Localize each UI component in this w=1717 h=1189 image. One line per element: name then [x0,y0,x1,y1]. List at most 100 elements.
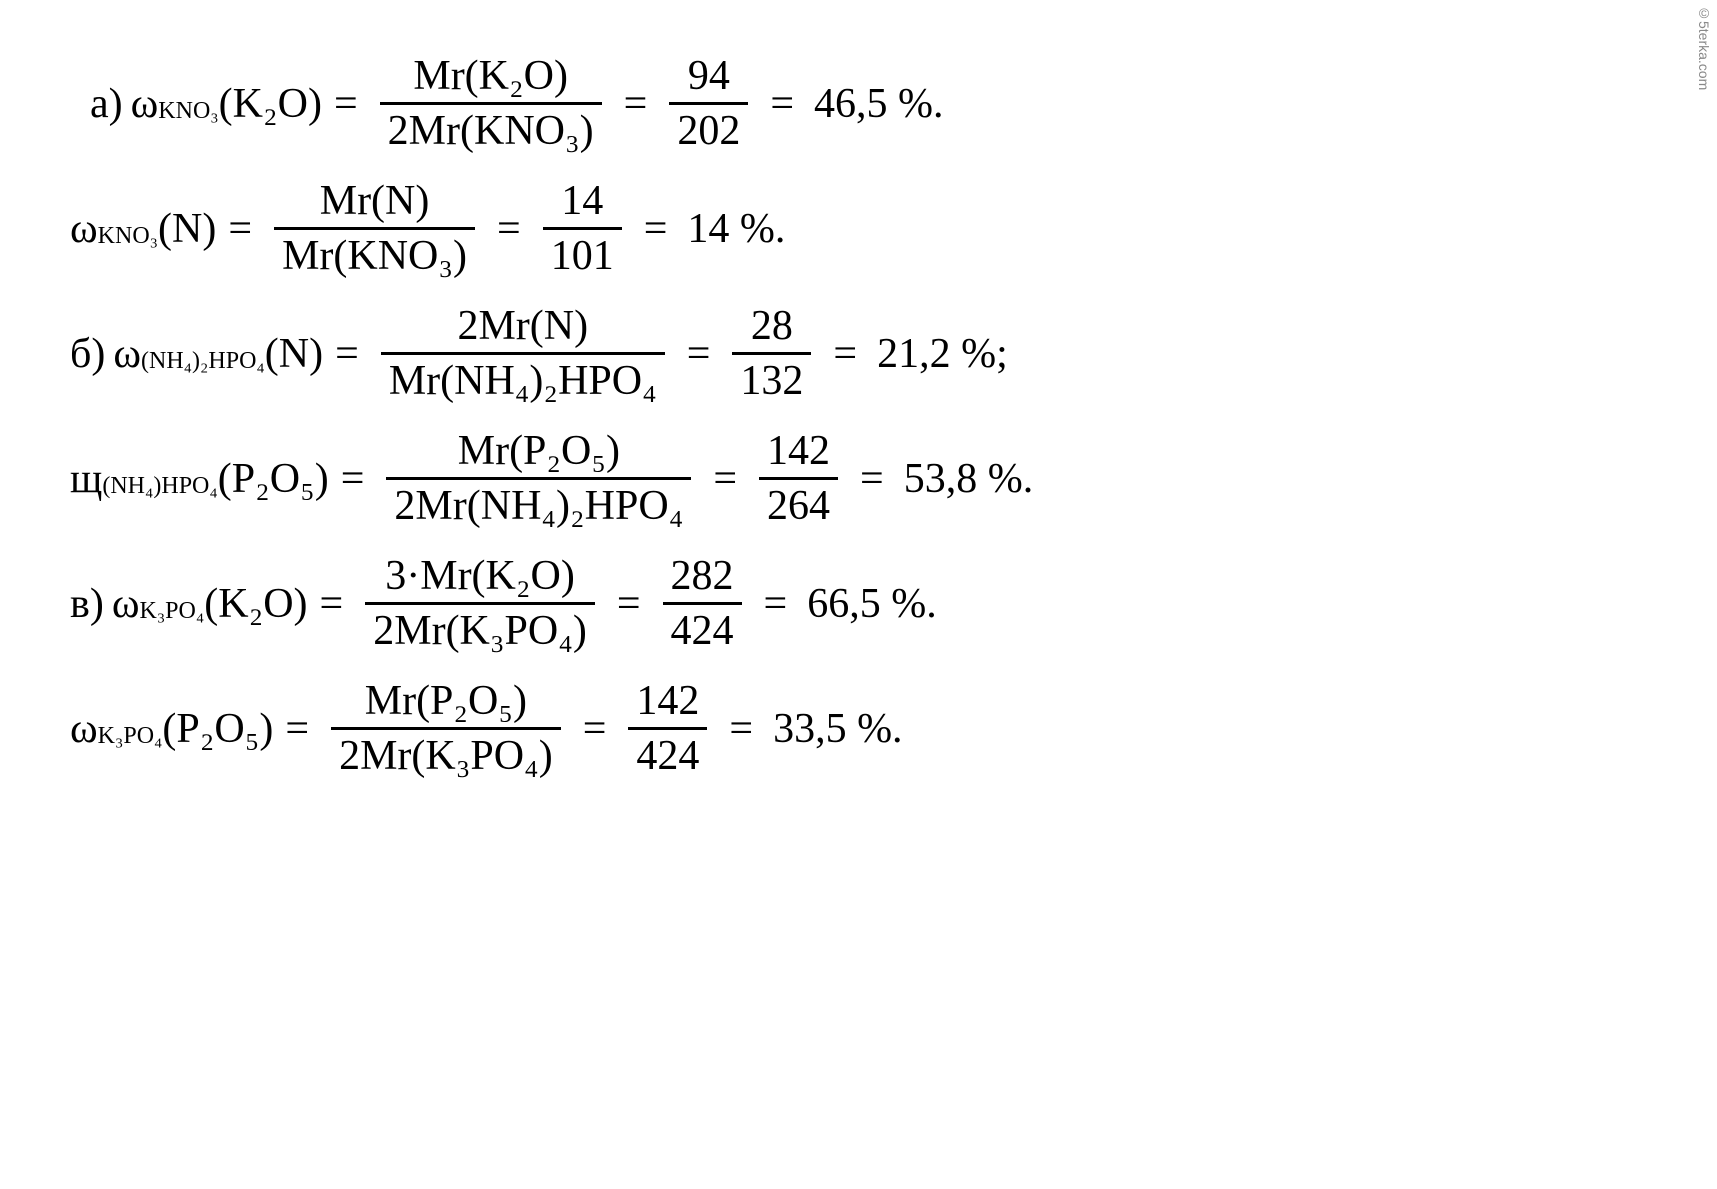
lhs-subscript: K₃PO₄ [98,723,163,750]
equals-sign: = [624,80,648,128]
numerator: 28 [743,302,801,352]
equals-sign: = [341,455,365,503]
fraction-symbolic: Mr(K₂O) 2Mr(KNO₃) [380,52,602,155]
lhs-arg-close: ) [315,455,329,503]
numerator: 142 [628,677,707,727]
lhs-arg: K₂O [233,80,308,128]
lhs-symbol: ω [112,580,140,628]
lhs-arg-open: ( [265,330,279,378]
denominator: 264 [759,477,838,530]
equation-line: ωK₃PO₄ (P₂O₅) = Mr(P₂O₅) 2Mr(K₃PO₄) = 14… [70,677,1657,780]
lhs-subscript: KNO₃ [98,223,158,250]
result-value: 14 %. [687,205,785,253]
denominator: 202 [669,102,748,155]
item-label: б) [70,330,105,378]
equals-sign: = [729,705,753,753]
equals-sign: = [228,205,252,253]
lhs-arg-close: ) [308,80,322,128]
denominator: 2Mr(NH₄)₂HPO₄ [386,477,691,530]
equals-sign: = [770,80,794,128]
denominator: 2Mr(K₃PO₄) [331,727,561,780]
denominator: 424 [663,602,742,655]
fraction-numeric: 14 101 [543,177,622,280]
lhs-symbol: ω [131,80,159,128]
result-value: 21,2 %; [877,330,1008,378]
lhs-arg: N [279,330,309,378]
lhs-arg-close: ) [309,330,323,378]
lhs-arg: K₂O [218,580,293,628]
lhs-arg-close: ) [294,580,308,628]
equation-line: б) ω(NH₄)₂HPO₄ (N) = 2Mr(N) Mr(NH₄)₂HPO₄… [70,302,1657,405]
lhs-arg-open: ( [158,205,172,253]
denominator: 132 [732,352,811,405]
equals-sign: = [644,205,668,253]
fraction-symbolic: Mr(N) Mr(KNO₃) [274,177,475,280]
equals-sign: = [497,205,521,253]
equation-line: щ(NH₄)HPO₄ (P₂O₅) = Mr(P₂O₅) 2Mr(NH₄)₂HP… [70,427,1657,530]
denominator: 101 [543,227,622,280]
lhs-arg-close: ) [202,205,216,253]
lhs-symbol: ω [70,705,98,753]
lhs-symbol: ω [113,330,141,378]
numerator: 142 [759,427,838,477]
equals-sign: = [335,330,359,378]
result-value: 66,5 %. [807,580,937,628]
lhs-symbol: щ [70,455,102,503]
equals-sign: = [320,580,344,628]
lhs-subscript: (NH₄)HPO₄ [102,473,217,500]
lhs-arg: P₂O₅ [176,705,259,753]
fraction-numeric: 142 424 [628,677,707,780]
equation-line: ωKNO₃ (N) = Mr(N) Mr(KNO₃) = 14 101 = 14… [70,177,1657,280]
lhs-subscript: K₃PO₄ [139,598,204,625]
result-value: 53,8 %. [904,455,1034,503]
fraction-symbolic: Mr(P₂O₅) 2Mr(K₃PO₄) [331,677,561,780]
lhs-arg: P₂O₅ [232,455,315,503]
lhs-arg: N [172,205,202,253]
numerator: 2Mr(N) [449,302,596,352]
numerator: Mr(K₂O) [405,52,576,102]
lhs-arg-open: ( [204,580,218,628]
numerator: Mr(N) [312,177,438,227]
fraction-numeric: 142 264 [759,427,838,530]
lhs-arg-close: ) [259,705,273,753]
watermark-text: ©5terka.com [1696,5,1712,90]
fraction-numeric: 94 202 [669,52,748,155]
equals-sign: = [687,330,711,378]
equation-line: а) ωKNO₃ (K₂O) = Mr(K₂O) 2Mr(KNO₃) = 94 … [90,52,1657,155]
lhs-symbol: ω [70,205,98,253]
fraction-symbolic: Mr(P₂O₅) 2Mr(NH₄)₂HPO₄ [386,427,691,530]
fraction-symbolic: 2Mr(N) Mr(NH₄)₂HPO₄ [381,302,665,405]
numerator: 3·Mr(K₂O) [377,552,583,602]
equation-line: в) ωK₃PO₄ (K₂O) = 3·Mr(K₂O) 2Mr(K₃PO₄) =… [70,552,1657,655]
result-value: 46,5 %. [814,80,944,128]
lhs-arg-open: ( [218,455,232,503]
result-value: 33,5 %. [773,705,903,753]
lhs-arg-open: ( [162,705,176,753]
equals-sign: = [764,580,788,628]
lhs-subscript: KNO₃ [158,98,218,125]
numerator: 14 [553,177,611,227]
numerator: Mr(P₂O₅) [450,427,628,477]
numerator: 282 [663,552,742,602]
item-label: в) [70,580,104,628]
equals-sign: = [860,455,884,503]
numerator: Mr(P₂O₅) [357,677,535,727]
denominator: 2Mr(K₃PO₄) [365,602,595,655]
denominator: 424 [628,727,707,780]
numerator: 94 [680,52,738,102]
fraction-numeric: 282 424 [663,552,742,655]
equals-sign: = [583,705,607,753]
item-label: а) [90,80,123,128]
equals-sign: = [334,80,358,128]
denominator: 2Mr(KNO₃) [380,102,602,155]
fraction-numeric: 28 132 [732,302,811,405]
equals-sign: = [617,580,641,628]
denominator: Mr(KNO₃) [274,227,475,280]
lhs-subscript: (NH₄)₂HPO₄ [141,348,265,375]
lhs-arg-open: ( [219,80,233,128]
fraction-symbolic: 3·Mr(K₂O) 2Mr(K₃PO₄) [365,552,595,655]
denominator: Mr(NH₄)₂HPO₄ [381,352,665,405]
equals-sign: = [833,330,857,378]
equals-sign: = [713,455,737,503]
equals-sign: = [285,705,309,753]
